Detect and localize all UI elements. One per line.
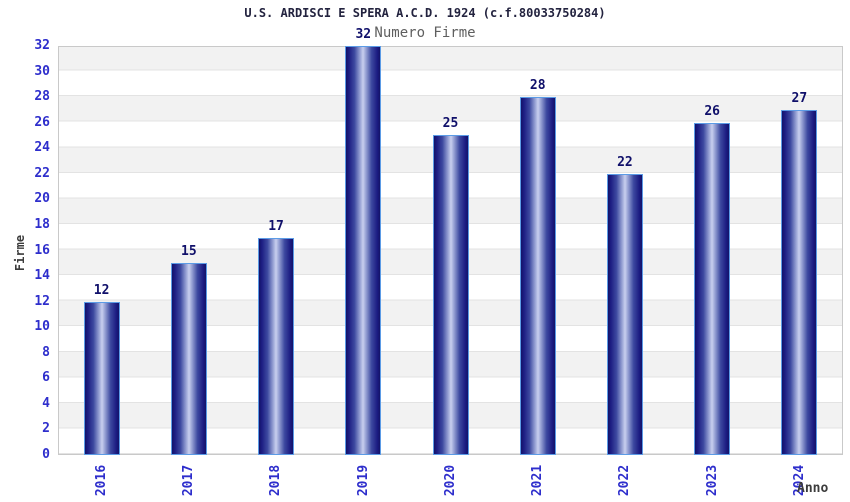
- y-tick-14: 14: [34, 268, 50, 284]
- x-tick-2019: 2019: [341, 458, 385, 502]
- y-tick-28: 28: [34, 89, 50, 105]
- value-label-2023: 26: [704, 103, 720, 119]
- x-tick-2022: 2022: [603, 458, 647, 502]
- x-tick-label: 2020: [443, 464, 458, 496]
- y-tick-20: 20: [34, 191, 50, 207]
- bar-2019: [345, 46, 382, 455]
- value-label-2021: 28: [529, 78, 546, 94]
- y-tick-6: 6: [42, 370, 50, 386]
- bar-2016: [83, 301, 120, 455]
- x-axis-title: Anno: [797, 481, 829, 496]
- y-tick-16: 16: [34, 242, 50, 258]
- value-label-2022: 22: [617, 154, 633, 170]
- y-tick-0: 0: [42, 447, 50, 462]
- y-tick-32: 32: [34, 38, 50, 53]
- x-tick-label: 2023: [704, 464, 720, 496]
- value-label-2024: 27: [791, 90, 808, 106]
- x-tick-label: 2018: [268, 464, 284, 496]
- y-tick-8: 8: [42, 344, 50, 360]
- y-tick-22: 22: [34, 165, 50, 181]
- bar-2022: [606, 173, 643, 455]
- y-tick-4: 4: [42, 395, 50, 411]
- x-tick-2016: 2016: [80, 458, 124, 502]
- x-tick-2020: 2020: [429, 458, 473, 502]
- value-label-2017: 15: [181, 244, 197, 260]
- value-label-2016: 12: [93, 282, 110, 298]
- y-tick-12: 12: [34, 293, 50, 309]
- x-tick-2017: 2017: [167, 458, 211, 502]
- y-tick-18: 18: [34, 216, 50, 232]
- bar-2020: [432, 135, 469, 455]
- x-tick-label: 2019: [355, 464, 371, 496]
- bar-2023: [694, 122, 731, 455]
- y-tick-26: 26: [34, 114, 50, 130]
- x-tick-label: 2022: [617, 464, 633, 496]
- value-label-2019: 32: [355, 27, 372, 42]
- chart-title: U.S. ARDISCI E SPERA A.C.D. 1924 (c.f.80…: [244, 6, 606, 20]
- bar-2024: [781, 109, 818, 455]
- value-label-2020: 25: [442, 116, 459, 132]
- x-tick-label: 2016: [94, 464, 110, 496]
- y-tick-24: 24: [34, 140, 50, 156]
- bar-2021: [519, 97, 556, 455]
- x-tick-2023: 2023: [690, 458, 734, 502]
- x-tick-label: 2021: [530, 464, 546, 496]
- y-axis-title-text: Firme: [13, 234, 27, 272]
- value-label-2018: 17: [268, 218, 284, 234]
- y-axis-title: Firme: [8, 221, 32, 285]
- x-tick-2018: 2018: [254, 458, 298, 502]
- bar-2017: [170, 263, 207, 455]
- y-tick-2: 2: [42, 421, 50, 437]
- bar-2018: [258, 237, 295, 455]
- chart-subtitle: Numero Firme: [374, 25, 476, 41]
- y-tick-10: 10: [34, 319, 50, 335]
- x-tick-label: 2017: [181, 464, 197, 496]
- y-tick-30: 30: [34, 63, 50, 79]
- x-tick-2021: 2021: [516, 458, 560, 502]
